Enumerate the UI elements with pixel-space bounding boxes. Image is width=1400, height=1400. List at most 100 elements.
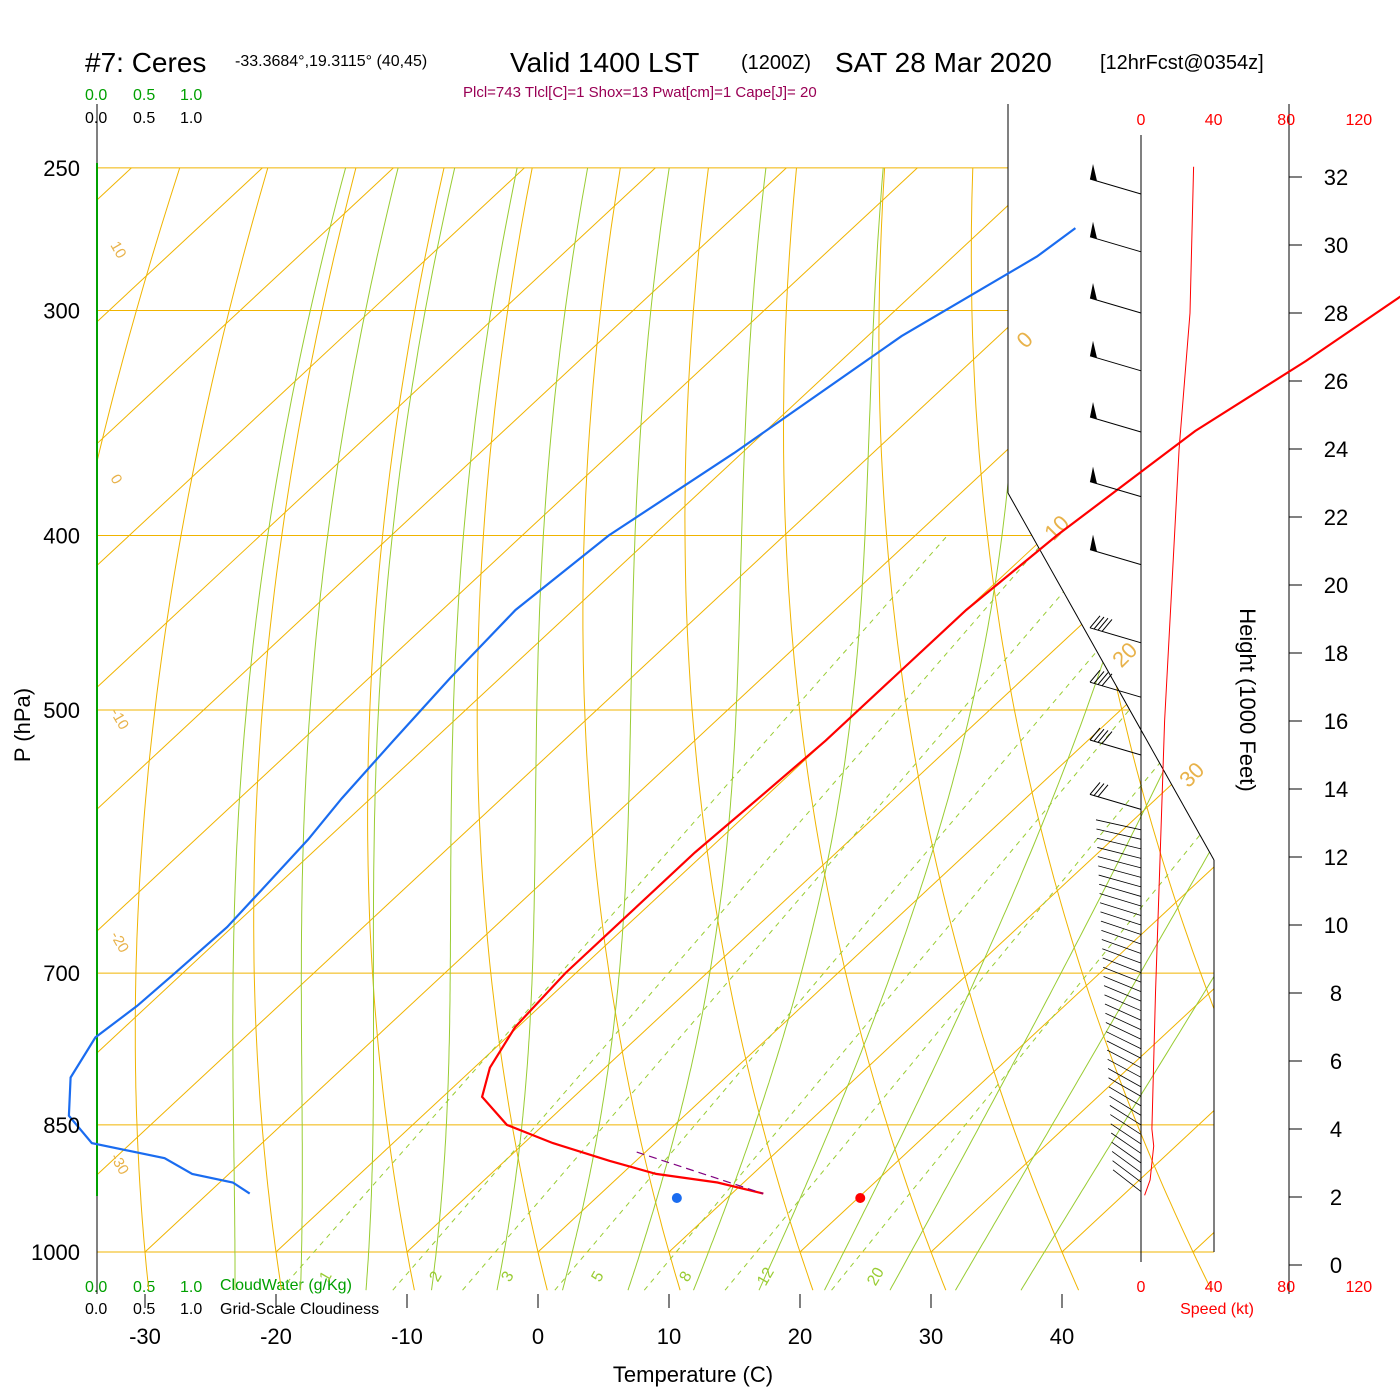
wind-barb bbox=[1089, 615, 1142, 644]
surface-temperature-dot bbox=[855, 1193, 866, 1203]
wind-barb-pennant bbox=[1090, 283, 1097, 300]
wind-barb-low bbox=[1102, 957, 1142, 973]
x-tick-label: 40 bbox=[1050, 1324, 1074, 1349]
cloud-scale-bottom-1: 1.0 bbox=[180, 1279, 202, 1296]
speed-tick-label-top: 0 bbox=[1137, 112, 1146, 129]
cloud-scale-bottom-05: 0.5 bbox=[133, 1279, 155, 1296]
height-tick-label: 6 bbox=[1330, 1049, 1342, 1074]
pressure-tick-label: 250 bbox=[43, 156, 80, 181]
wind-barb-feather bbox=[1097, 617, 1109, 631]
height-tick-label: 16 bbox=[1324, 709, 1348, 734]
wind-barb-low bbox=[1107, 1049, 1142, 1069]
temperature-profile-line bbox=[480, 295, 1400, 1195]
moist-adiabat-line bbox=[758, 167, 1028, 1291]
cloud-scale-bottom: 0.0 0.5 1.0 CloudWater (g/Kg) 0.0 0.5 1.… bbox=[85, 1277, 379, 1318]
wind-barb-low bbox=[1107, 1068, 1142, 1088]
height-tick-label: 22 bbox=[1324, 505, 1348, 530]
wind-barb-low bbox=[1112, 1169, 1142, 1192]
dry-adiabat-line bbox=[367, 167, 445, 1291]
moist-adiabat-line bbox=[365, 167, 456, 1291]
isotherm-line bbox=[97, 167, 1180, 1253]
height-tick-label: 24 bbox=[1324, 437, 1348, 462]
x-tick-label: 30 bbox=[919, 1324, 943, 1349]
pressure-axis: 250 300 400 500 700 850 1000 bbox=[31, 156, 80, 1265]
isotherm-line bbox=[97, 167, 918, 1253]
wind-speed-profile-line bbox=[1144, 166, 1195, 1196]
wind-barb-low bbox=[1101, 939, 1142, 954]
wind-barb-pennant bbox=[1090, 466, 1097, 484]
wind-barb bbox=[1089, 534, 1142, 566]
cloudiness-scale-bottom-0: 0.0 bbox=[85, 1301, 107, 1318]
moist-adiabat-line bbox=[300, 167, 399, 1291]
wind-barb-staff bbox=[1089, 178, 1142, 195]
dry-adiabat-line bbox=[1148, 167, 1214, 1291]
wind-barb-low bbox=[1099, 902, 1142, 916]
isotherm-line bbox=[537, 167, 1214, 1253]
x-tick-label: -10 bbox=[391, 1324, 423, 1349]
pressure-tick-label: 1000 bbox=[31, 1240, 80, 1265]
wind-barb bbox=[1089, 283, 1142, 314]
cloudiness-label: Grid-Scale Cloudiness bbox=[220, 1301, 379, 1318]
wind-barb-low bbox=[1095, 819, 1142, 831]
y-axis-label: P (hPa) bbox=[10, 688, 35, 762]
surface-dewpoint-dot bbox=[671, 1193, 682, 1203]
chart-title-date: SAT 28 Mar 2020 bbox=[835, 47, 1052, 78]
mixing-ratio-line bbox=[724, 535, 1214, 1291]
wind-barb-staff bbox=[1089, 549, 1142, 566]
mixing-ratio-label: 20 bbox=[864, 1265, 888, 1289]
x-tick-label: 0 bbox=[532, 1324, 544, 1349]
cloudiness-scale-top-0: 0.0 bbox=[85, 110, 107, 127]
wind-barb-feather bbox=[1101, 673, 1113, 687]
temperature-axis: -30 -20 -10 0 10 20 30 40 bbox=[129, 1294, 1074, 1349]
mixing-ratio-line bbox=[279, 535, 948, 1291]
dry-adiabat-label: 10 bbox=[107, 239, 130, 262]
speed-tick-label-top: 120 bbox=[1345, 112, 1372, 129]
dry-adiabat-line bbox=[476, 167, 548, 1291]
isotherm-line bbox=[97, 167, 525, 1253]
wind-barb-pennant bbox=[1090, 164, 1097, 181]
height-tick-label: 10 bbox=[1324, 913, 1348, 938]
wind-barb-low bbox=[1109, 1105, 1142, 1126]
isotherm-line bbox=[97, 167, 787, 1253]
wind-barb bbox=[1089, 669, 1142, 698]
wind-barb-pennant bbox=[1090, 534, 1097, 552]
mixing-ratio-label: 8 bbox=[677, 1269, 696, 1285]
wind-barb-feather bbox=[1097, 730, 1109, 743]
moist-adiabat-line bbox=[1020, 167, 1214, 1291]
chart-title-valid: Valid 1400 LST bbox=[510, 47, 699, 78]
wind-barb-low bbox=[1109, 1095, 1142, 1116]
isotherm-line bbox=[668, 167, 1214, 1253]
wind-barb-low bbox=[1098, 865, 1142, 878]
stability-indices: Plcl=743 Tlcl[C]=1 Shox=13 Pwat[cm]=1 Ca… bbox=[463, 84, 817, 101]
wind-barb-low bbox=[1105, 1012, 1142, 1031]
mixing-ratio-label: 2 bbox=[427, 1269, 446, 1285]
height-tick-label: 12 bbox=[1324, 845, 1348, 870]
chart-title-coords: -33.3684°,19.3115° (40,45) bbox=[235, 53, 427, 70]
dry-adiabat-label: 0 bbox=[1012, 327, 1038, 353]
x-tick-label: 20 bbox=[788, 1324, 812, 1349]
wind-barb-low bbox=[1104, 994, 1142, 1012]
wind-barb-low bbox=[1110, 1123, 1142, 1145]
isotherm-line bbox=[97, 167, 394, 1253]
height-tick-label: 32 bbox=[1324, 165, 1348, 190]
plot-frame bbox=[96, 104, 1290, 1294]
x-tick-label: -30 bbox=[129, 1324, 161, 1349]
isotherm-line bbox=[930, 167, 1214, 1253]
wind-barb-staff bbox=[1089, 416, 1142, 433]
wind-barb-feather bbox=[1089, 782, 1101, 795]
sounding-profiles bbox=[67, 227, 1400, 1203]
wind-barb-low bbox=[1111, 1132, 1142, 1154]
wind-barb bbox=[1089, 402, 1142, 433]
height-axis-label: Height (1000 Feet) bbox=[1235, 608, 1260, 791]
wind-barb-pennant bbox=[1090, 340, 1097, 358]
wind-barb bbox=[1089, 782, 1142, 810]
wind-barb-low bbox=[1111, 1141, 1142, 1164]
pressure-tick-label: 500 bbox=[43, 698, 80, 723]
height-tick-label: 2 bbox=[1330, 1185, 1342, 1210]
x-tick-label: 10 bbox=[657, 1324, 681, 1349]
height-tick-label: 8 bbox=[1330, 981, 1342, 1006]
